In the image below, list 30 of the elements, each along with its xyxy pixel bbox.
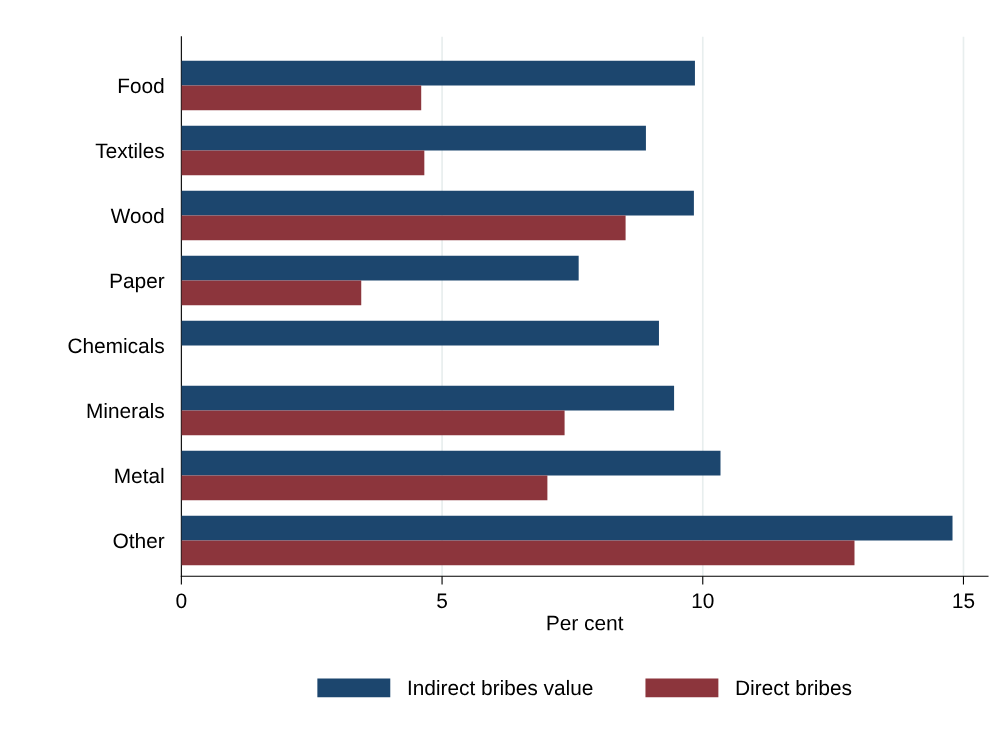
y-tick-label: Food [118,77,164,94]
x-tick-label: 0 [176,593,187,609]
bar [181,320,659,346]
y-tick-label: Textiles [95,142,164,159]
bar [181,215,626,241]
bar [181,450,721,476]
bar [181,190,694,216]
bar [181,280,362,306]
legend-label: Direct bribes [736,679,852,696]
x-tick-label: 15 [953,593,975,609]
y-tick-label: Wood [110,207,164,224]
y-tick-label: Metal [115,467,164,484]
bar [181,515,953,541]
bar [181,125,646,151]
y-tick-label: Paper [110,273,165,293]
x-tick-label: 10 [692,593,714,609]
bar [181,385,675,411]
bar [181,60,695,86]
legend-label: Indirect bribes value [408,679,593,696]
bar [181,410,565,436]
y-tick-label: Chemicals [68,337,164,354]
y-tick-label: Minerals [87,402,164,419]
bar [181,475,548,501]
bar [181,150,425,176]
x-tick-label: 5 [437,593,447,609]
bar [181,255,579,281]
bar [181,540,855,566]
bar [181,85,422,111]
y-tick-label: Other [113,532,165,549]
x-axis-title: Per cent [547,615,624,631]
